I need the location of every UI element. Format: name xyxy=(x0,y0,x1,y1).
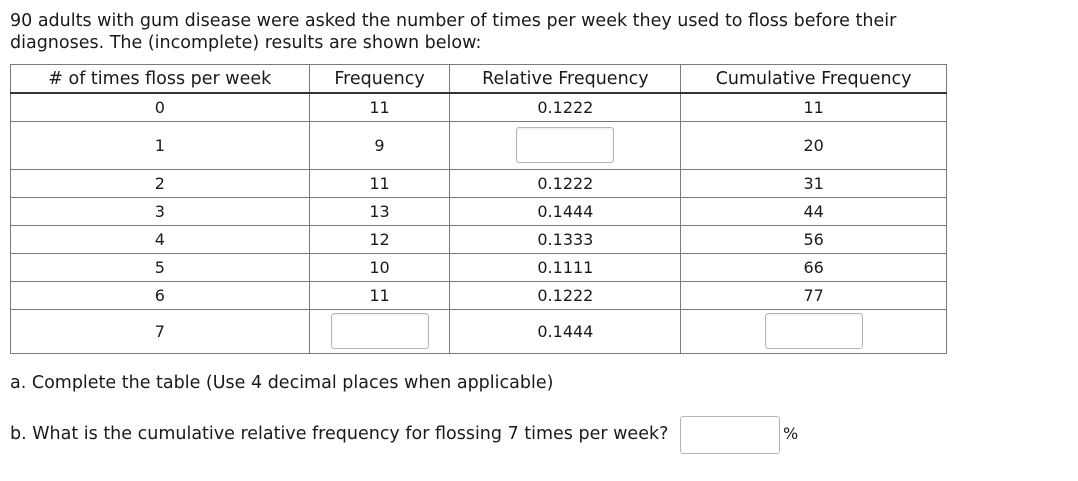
cell-cumulative-frequency: 20 xyxy=(680,120,947,170)
cumulative-relative-frequency-input[interactable] xyxy=(680,416,780,454)
question-a: a. Complete the table (Use 4 decimal pla… xyxy=(10,373,554,393)
table-row: 1 9 20 xyxy=(10,120,947,170)
cell-relative-frequency xyxy=(449,120,682,170)
frequency-input-row-7[interactable] xyxy=(330,313,429,349)
header-relative-frequency: Relative Frequency xyxy=(449,64,682,94)
cell-cumulative-frequency: 77 xyxy=(680,280,947,310)
header-frequency: Frequency xyxy=(308,64,451,94)
cell-cumulative-frequency: 31 xyxy=(680,168,947,198)
table-row: 5 10 0.1111 66 xyxy=(10,252,947,282)
cell-relative-frequency: 0.1222 xyxy=(449,92,682,122)
cumulative-frequency-input-row-7[interactable] xyxy=(764,313,863,349)
question-b: b. What is the cumulative relative frequ… xyxy=(10,424,669,444)
problem-statement: 90 adults with gum disease were asked th… xyxy=(10,10,1010,54)
intro-line-2: diagnoses. The (incomplete) results are … xyxy=(10,33,482,53)
header-cumulative-frequency: Cumulative Frequency xyxy=(680,64,947,94)
cell-frequency: 9 xyxy=(308,120,451,170)
cell-times: 2 xyxy=(10,168,310,198)
cell-cumulative-frequency: 66 xyxy=(680,252,947,282)
table-header-row: # of times floss per week Frequency Rela… xyxy=(10,64,947,94)
table-row: 4 12 0.1333 56 xyxy=(10,224,947,254)
cell-cumulative-frequency: 44 xyxy=(680,196,947,226)
cell-times: 5 xyxy=(10,252,310,282)
cell-frequency: 12 xyxy=(308,224,451,254)
cell-times: 3 xyxy=(10,196,310,226)
table-row: 7 0.1444 xyxy=(10,308,947,354)
cell-relative-frequency: 0.1222 xyxy=(449,168,682,198)
table-row: 2 11 0.1222 31 xyxy=(10,168,947,198)
cell-times: 6 xyxy=(10,280,310,310)
cell-times: 1 xyxy=(10,120,310,170)
cell-relative-frequency: 0.1444 xyxy=(449,196,682,226)
table-row: 6 11 0.1222 77 xyxy=(10,280,947,310)
cell-times: 0 xyxy=(10,92,310,122)
relative-frequency-input-row-1[interactable] xyxy=(516,127,615,163)
table-row: 0 11 0.1222 11 xyxy=(10,92,947,122)
cell-relative-frequency: 0.1111 xyxy=(449,252,682,282)
frequency-table: # of times floss per week Frequency Rela… xyxy=(10,64,947,354)
cell-times: 7 xyxy=(10,308,310,354)
cell-cumulative-frequency: 11 xyxy=(680,92,947,122)
cell-frequency: 13 xyxy=(308,196,451,226)
cell-frequency: 10 xyxy=(308,252,451,282)
table-row: 3 13 0.1444 44 xyxy=(10,196,947,226)
cell-frequency: 11 xyxy=(308,92,451,122)
cell-relative-frequency: 0.1444 xyxy=(449,308,682,354)
cell-frequency xyxy=(308,308,451,354)
cell-relative-frequency: 0.1333 xyxy=(449,224,682,254)
cell-times: 4 xyxy=(10,224,310,254)
percent-sign: % xyxy=(783,424,799,443)
cell-frequency: 11 xyxy=(308,280,451,310)
cell-cumulative-frequency xyxy=(680,308,947,354)
cell-cumulative-frequency: 56 xyxy=(680,224,947,254)
intro-line-1: 90 adults with gum disease were asked th… xyxy=(10,11,897,31)
cell-relative-frequency: 0.1222 xyxy=(449,280,682,310)
cell-frequency: 11 xyxy=(308,168,451,198)
header-times: # of times floss per week xyxy=(10,64,310,94)
